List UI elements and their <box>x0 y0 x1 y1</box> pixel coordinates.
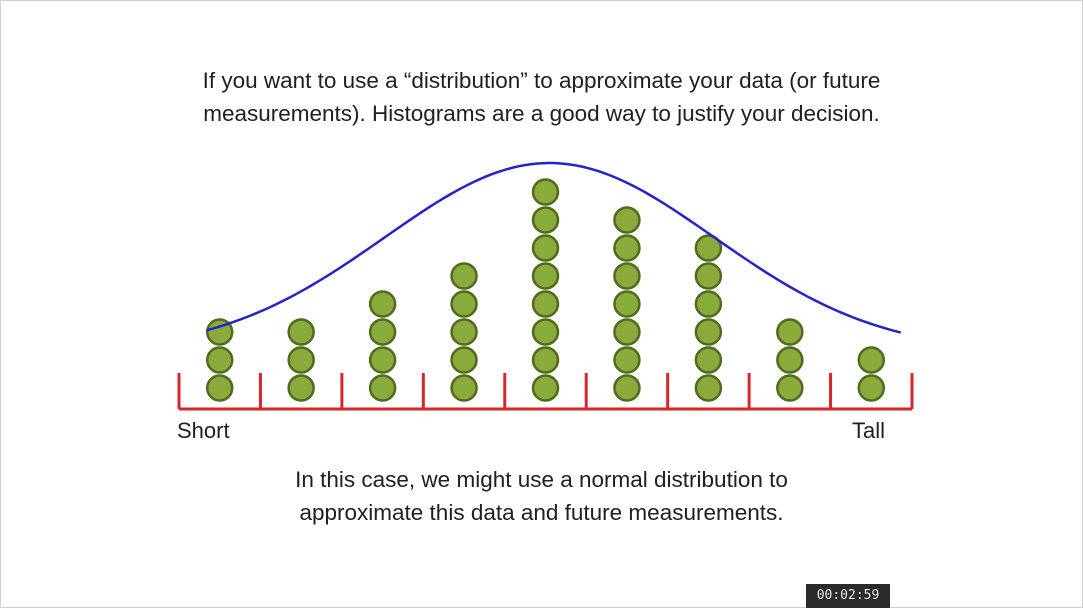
histogram-dot <box>531 178 560 206</box>
top-caption-line-1: If you want to use a “distribution” to a… <box>202 68 881 93</box>
histogram-dot <box>368 290 397 318</box>
histogram-dot <box>450 374 478 402</box>
histogram-dot <box>531 346 560 374</box>
histogram-dot <box>613 290 641 318</box>
histogram-dot <box>531 374 560 402</box>
histogram-dot <box>694 234 723 262</box>
bottom-caption: In this case, we might use a normal dist… <box>0 463 1083 529</box>
histogram-dot <box>368 346 397 374</box>
normal-curve <box>206 161 902 334</box>
histogram-dot <box>531 290 560 318</box>
histogram-dot <box>613 262 641 290</box>
histogram-dot <box>613 374 641 402</box>
histogram-dot <box>531 234 560 262</box>
top-caption-line-2: measurements). Histograms are a good way… <box>203 101 880 126</box>
histogram-dot <box>776 374 804 402</box>
histogram-dot <box>613 234 641 262</box>
histogram-dot <box>450 318 478 346</box>
histogram-dot <box>531 206 560 234</box>
histogram-dot <box>287 374 315 402</box>
histogram-dot <box>776 318 804 346</box>
bottom-caption-line-1: In this case, we might use a normal dist… <box>295 467 788 492</box>
histogram-dot <box>450 262 478 290</box>
histogram-dot <box>694 346 723 374</box>
histogram-dot <box>531 318 560 346</box>
histogram-dot <box>613 206 641 234</box>
histogram-dot <box>205 374 234 402</box>
histogram-dot <box>694 262 723 290</box>
histogram-dot <box>857 374 886 402</box>
histogram-dot <box>694 290 723 318</box>
histogram-dot <box>613 318 641 346</box>
bottom-caption-line-2: approximate this data and future measure… <box>299 500 784 525</box>
histogram-dot <box>531 262 560 290</box>
histogram-dot <box>368 374 397 402</box>
histogram-dot <box>450 346 478 374</box>
histogram-dot <box>613 346 641 374</box>
histogram-dot <box>205 346 234 374</box>
top-caption: If you want to use a “distribution” to a… <box>0 64 1083 130</box>
histogram-dot <box>450 290 478 318</box>
video-timestamp: 00:02:59 <box>806 584 890 608</box>
axis-label-short: Short <box>177 418 230 443</box>
histogram-dot <box>857 346 886 374</box>
histogram-dot <box>287 346 315 374</box>
axis-label-tall: Tall <box>852 418 886 443</box>
histogram-dot <box>776 346 804 374</box>
histogram-dot <box>368 318 397 346</box>
histogram-dot <box>694 374 723 402</box>
histogram-dot <box>694 318 723 346</box>
histogram-dot <box>287 318 315 346</box>
